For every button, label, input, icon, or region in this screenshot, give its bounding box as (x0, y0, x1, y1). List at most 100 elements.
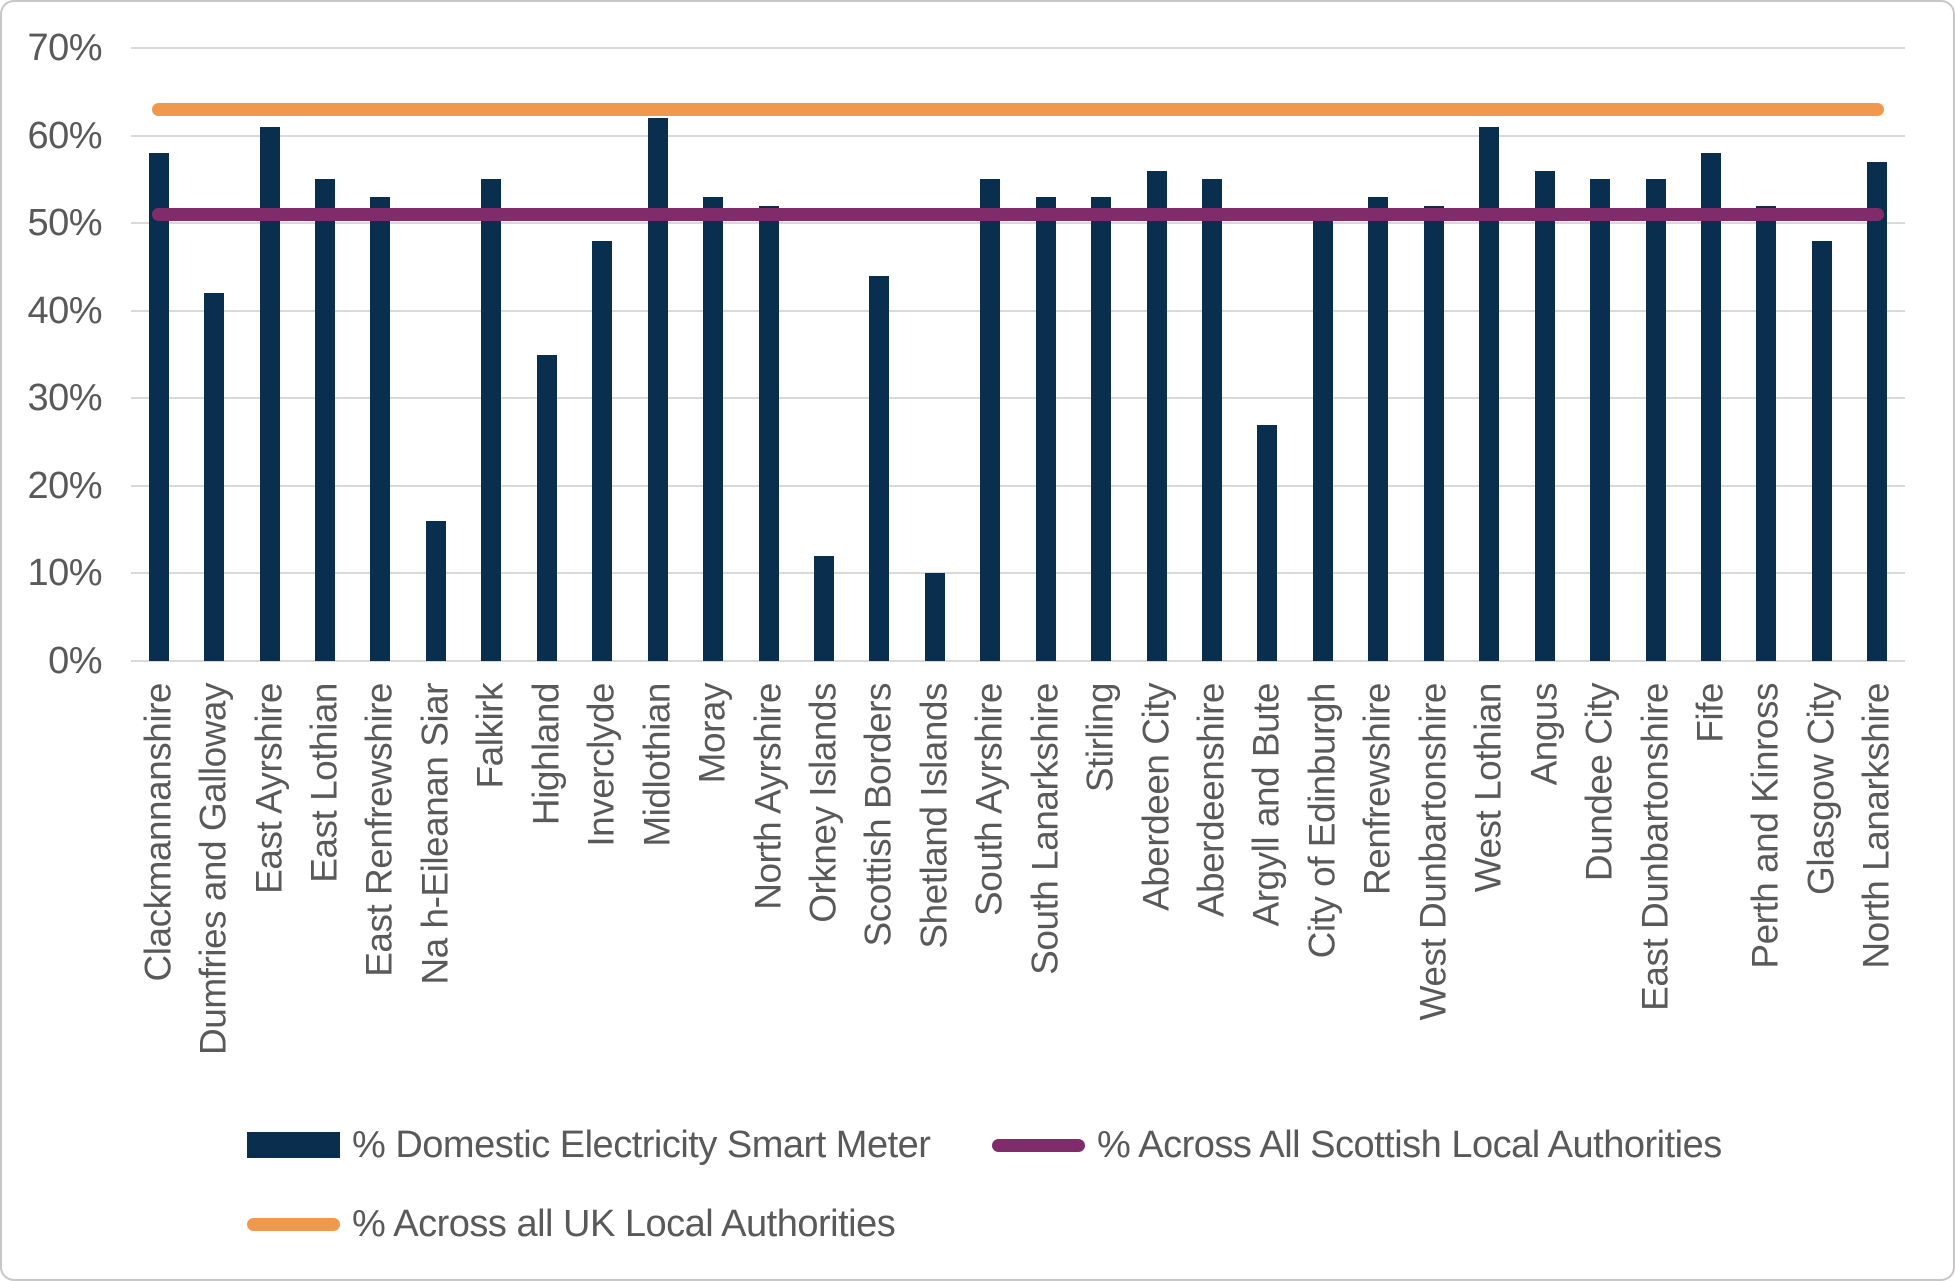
x-label-slot: Fife (1683, 683, 1738, 1093)
x-label-slot: West Dunbartonshire (1406, 683, 1461, 1093)
bar-slot (1572, 48, 1627, 661)
bar-perth-and-kinross (1756, 205, 1777, 661)
bar-east-ayrshire (259, 126, 280, 661)
x-label-slot: Scottish Borders (852, 683, 907, 1093)
x-label-slot: North Lanarkshire (1850, 683, 1905, 1093)
bar-highland (536, 354, 557, 661)
x-tick-label: City of Edinburgh (1301, 683, 1343, 959)
x-tick-label: Glasgow City (1800, 683, 1842, 895)
bar-east-renfrewshire (370, 196, 391, 661)
gridline-40 (131, 309, 1905, 312)
x-label-slot: Glasgow City (1794, 683, 1849, 1093)
bar-dumfries-and-galloway (204, 293, 225, 661)
bar-aberdeenshire (1202, 179, 1223, 661)
bar-slot (1129, 48, 1184, 661)
bar-renfrewshire (1368, 196, 1389, 661)
bar-slot (519, 48, 574, 661)
x-label-slot: Angus (1517, 683, 1572, 1093)
bar-slot (741, 48, 796, 661)
y-tick-label-40: 40% (27, 289, 102, 332)
bar-stirling (1091, 196, 1112, 661)
bar-midlothian (647, 118, 668, 661)
x-label-slot: Falkirk (464, 683, 519, 1093)
bar-slot (963, 48, 1018, 661)
bar-slot (630, 48, 685, 661)
bar-slot (1018, 48, 1073, 661)
y-axis-tick-labels: 0% 10% 20% 30% 40% 50% 60% 70% (2, 29, 102, 680)
bar-slot (1462, 48, 1517, 661)
x-tick-label: Na h-Eileanan Siar (414, 683, 456, 985)
y-tick-label-10: 10% (27, 552, 102, 595)
bar-north-ayrshire (758, 205, 779, 661)
bar-city-of-edinburgh (1312, 214, 1333, 661)
legend-label-uk-average: % Across all UK Local Authorities (352, 1202, 896, 1245)
x-label-slot: Highland (519, 683, 574, 1093)
bar-slot (1794, 48, 1849, 661)
bar-na-h-eileanan-siar (425, 520, 446, 661)
x-label-slot: Orkney Islands (796, 683, 851, 1093)
x-tick-label: East Lothian (303, 683, 345, 883)
bar-slot (242, 48, 297, 661)
x-label-slot: Midlothian (630, 683, 685, 1093)
x-label-slot: East Renfrewshire (353, 683, 408, 1093)
x-label-slot: Dundee City (1572, 683, 1627, 1093)
x-tick-label: South Ayrshire (968, 683, 1010, 916)
legend-label-scottish-average: % Across All Scottish Local Authorities (1097, 1123, 1722, 1166)
bar-inverclyde (592, 240, 613, 661)
bar-east-lothian (315, 179, 336, 661)
x-tick-label: Argyll and Bute (1246, 683, 1288, 927)
x-tick-label: Clackmannanshire (137, 683, 179, 982)
legend-label-smart-meter: % Domestic Electricity Smart Meter (352, 1123, 931, 1166)
bar-slot (1240, 48, 1295, 661)
x-tick-label: Perth and Kinross (1745, 683, 1787, 969)
bar-slot (1406, 48, 1461, 661)
x-label-slot: East Ayrshire (242, 683, 297, 1093)
gridline-50 (131, 222, 1905, 225)
bar-slot (186, 48, 241, 661)
gridline-30 (131, 397, 1905, 400)
x-tick-label: Shetland Islands (913, 683, 955, 949)
x-label-slot: Perth and Kinross (1739, 683, 1794, 1093)
bar-west-lothian (1479, 126, 1500, 661)
x-tick-label: Dumfries and Galloway (192, 683, 234, 1055)
x-tick-label: North Ayrshire (747, 683, 789, 910)
x-tick-label: Inverclyde (580, 683, 622, 847)
bar-clackmannanshire (148, 153, 169, 661)
bar-orkney-islands (813, 555, 834, 661)
bar-dundee-city (1590, 179, 1611, 661)
bar-glasgow-city (1811, 240, 1832, 661)
x-label-slot: City of Edinburgh (1295, 683, 1350, 1093)
bar-slot (1628, 48, 1683, 661)
x-label-slot: East Dunbartonshire (1628, 683, 1683, 1093)
bar-slot (1295, 48, 1350, 661)
x-label-slot: West Lothian (1462, 683, 1517, 1093)
x-label-slot: North Ayrshire (741, 683, 796, 1093)
legend-item-scottish-average: % Across All Scottish Local Authorities (992, 1120, 1722, 1170)
x-label-slot: Clackmannanshire (131, 683, 186, 1093)
x-tick-label: Scottish Borders (858, 683, 900, 947)
x-label-slot: Inverclyde (575, 683, 630, 1093)
x-tick-label: Fife (1689, 683, 1731, 743)
x-tick-label: Aberdeenshire (1190, 683, 1232, 918)
x-tick-label: Dundee City (1578, 683, 1620, 882)
plot-area (131, 47, 1905, 662)
x-tick-label: Stirling (1079, 683, 1121, 793)
x-tick-label: East Dunbartonshire (1634, 683, 1676, 1011)
x-label-slot: Aberdeen City (1129, 683, 1184, 1093)
bar-slot (1850, 48, 1905, 661)
x-tick-label: Renfrewshire (1357, 683, 1398, 895)
x-tick-label: Moray (691, 683, 733, 784)
y-tick-label-60: 60% (27, 114, 102, 157)
gridline-60 (131, 134, 1905, 137)
bar-slot (852, 48, 907, 661)
bar-slot (464, 48, 519, 661)
x-label-slot: Renfrewshire (1351, 683, 1406, 1093)
x-label-slot: Dumfries and Galloway (186, 683, 241, 1093)
x-label-slot: Aberdeenshire (1184, 683, 1239, 1093)
bar-slot (907, 48, 962, 661)
x-label-slot: Moray (685, 683, 740, 1093)
y-tick-label-30: 30% (27, 377, 102, 420)
bar-series-swatch (247, 1132, 340, 1158)
bar-slot (796, 48, 851, 661)
x-label-slot: East Lothian (297, 683, 352, 1093)
